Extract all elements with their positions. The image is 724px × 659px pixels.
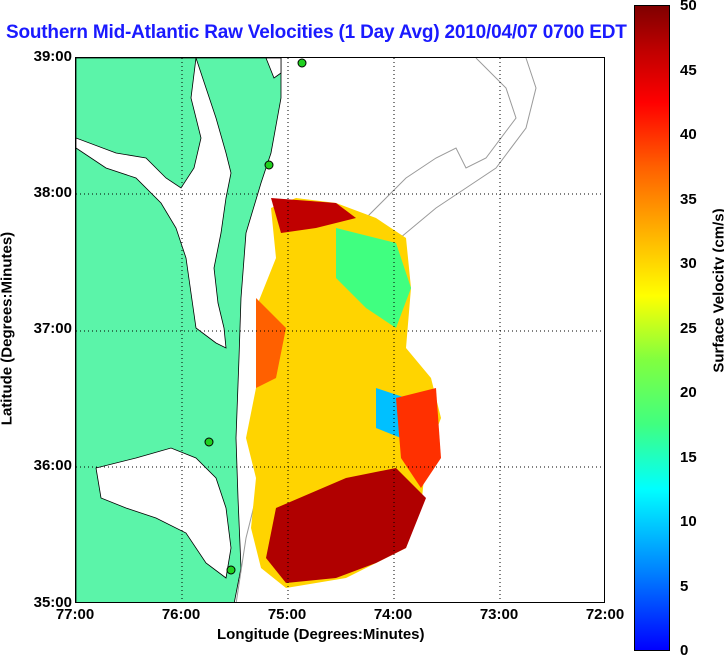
bathymetry-contour-outer (375, 58, 537, 259)
colorbar-tick: 40 (680, 126, 697, 143)
velocity-field-fast-south (266, 468, 426, 583)
colorbar-tick: 30 (680, 255, 697, 272)
delaware-bay (265, 58, 282, 79)
x-tick: 72:00 (585, 606, 625, 623)
colorbar-tick: 20 (680, 384, 697, 401)
colorbar-tick: 0 (680, 642, 689, 659)
map-canvas (76, 58, 604, 602)
chesapeake-bay (76, 58, 232, 349)
colorbar-tick: 10 (680, 513, 697, 530)
y-tick: 39:00 (33, 48, 72, 65)
colorbar-label: Surface Velocity (cm/s) (710, 208, 724, 373)
x-tick: 73:00 (479, 606, 519, 623)
y-tick: 35:00 (33, 594, 72, 611)
velocity-field-mid (256, 298, 286, 388)
map-title: Southern Mid-Atlantic Raw Velocities (1 … (6, 22, 627, 43)
velocity-field-fast (271, 198, 356, 233)
velocity-field-cool (336, 228, 411, 328)
y-tick: 37:00 (33, 320, 72, 337)
x-tick: 74:00 (373, 606, 413, 623)
map-plot-area (75, 57, 605, 603)
x-tick: 76:00 (161, 606, 201, 623)
radar-site-marker (297, 58, 307, 68)
x-tick: 75:00 (267, 606, 307, 623)
y-tick: 36:00 (33, 457, 72, 474)
pamlico-sound (95, 447, 232, 579)
radar-site-marker (204, 437, 214, 447)
x-axis-label: Longitude (Degrees:Minutes) (217, 626, 425, 643)
y-tick: 38:00 (33, 184, 72, 201)
radar-site-marker (264, 160, 274, 170)
y-axis-label: Latitude (Degrees:Minutes) (0, 231, 16, 426)
colorbar-tick: 35 (680, 191, 697, 208)
colorbar (634, 5, 670, 651)
x-tick: 77:00 (55, 606, 95, 623)
colorbar-tick: 45 (680, 62, 697, 79)
colorbar-tick: 50 (680, 0, 697, 14)
radar-site-marker (226, 565, 236, 575)
colorbar-tick: 25 (680, 320, 697, 337)
map-gridlines (76, 58, 604, 602)
colorbar-tick: 15 (680, 449, 697, 466)
velocity-field-band (396, 388, 441, 488)
colorbar-tick: 5 (680, 578, 689, 595)
